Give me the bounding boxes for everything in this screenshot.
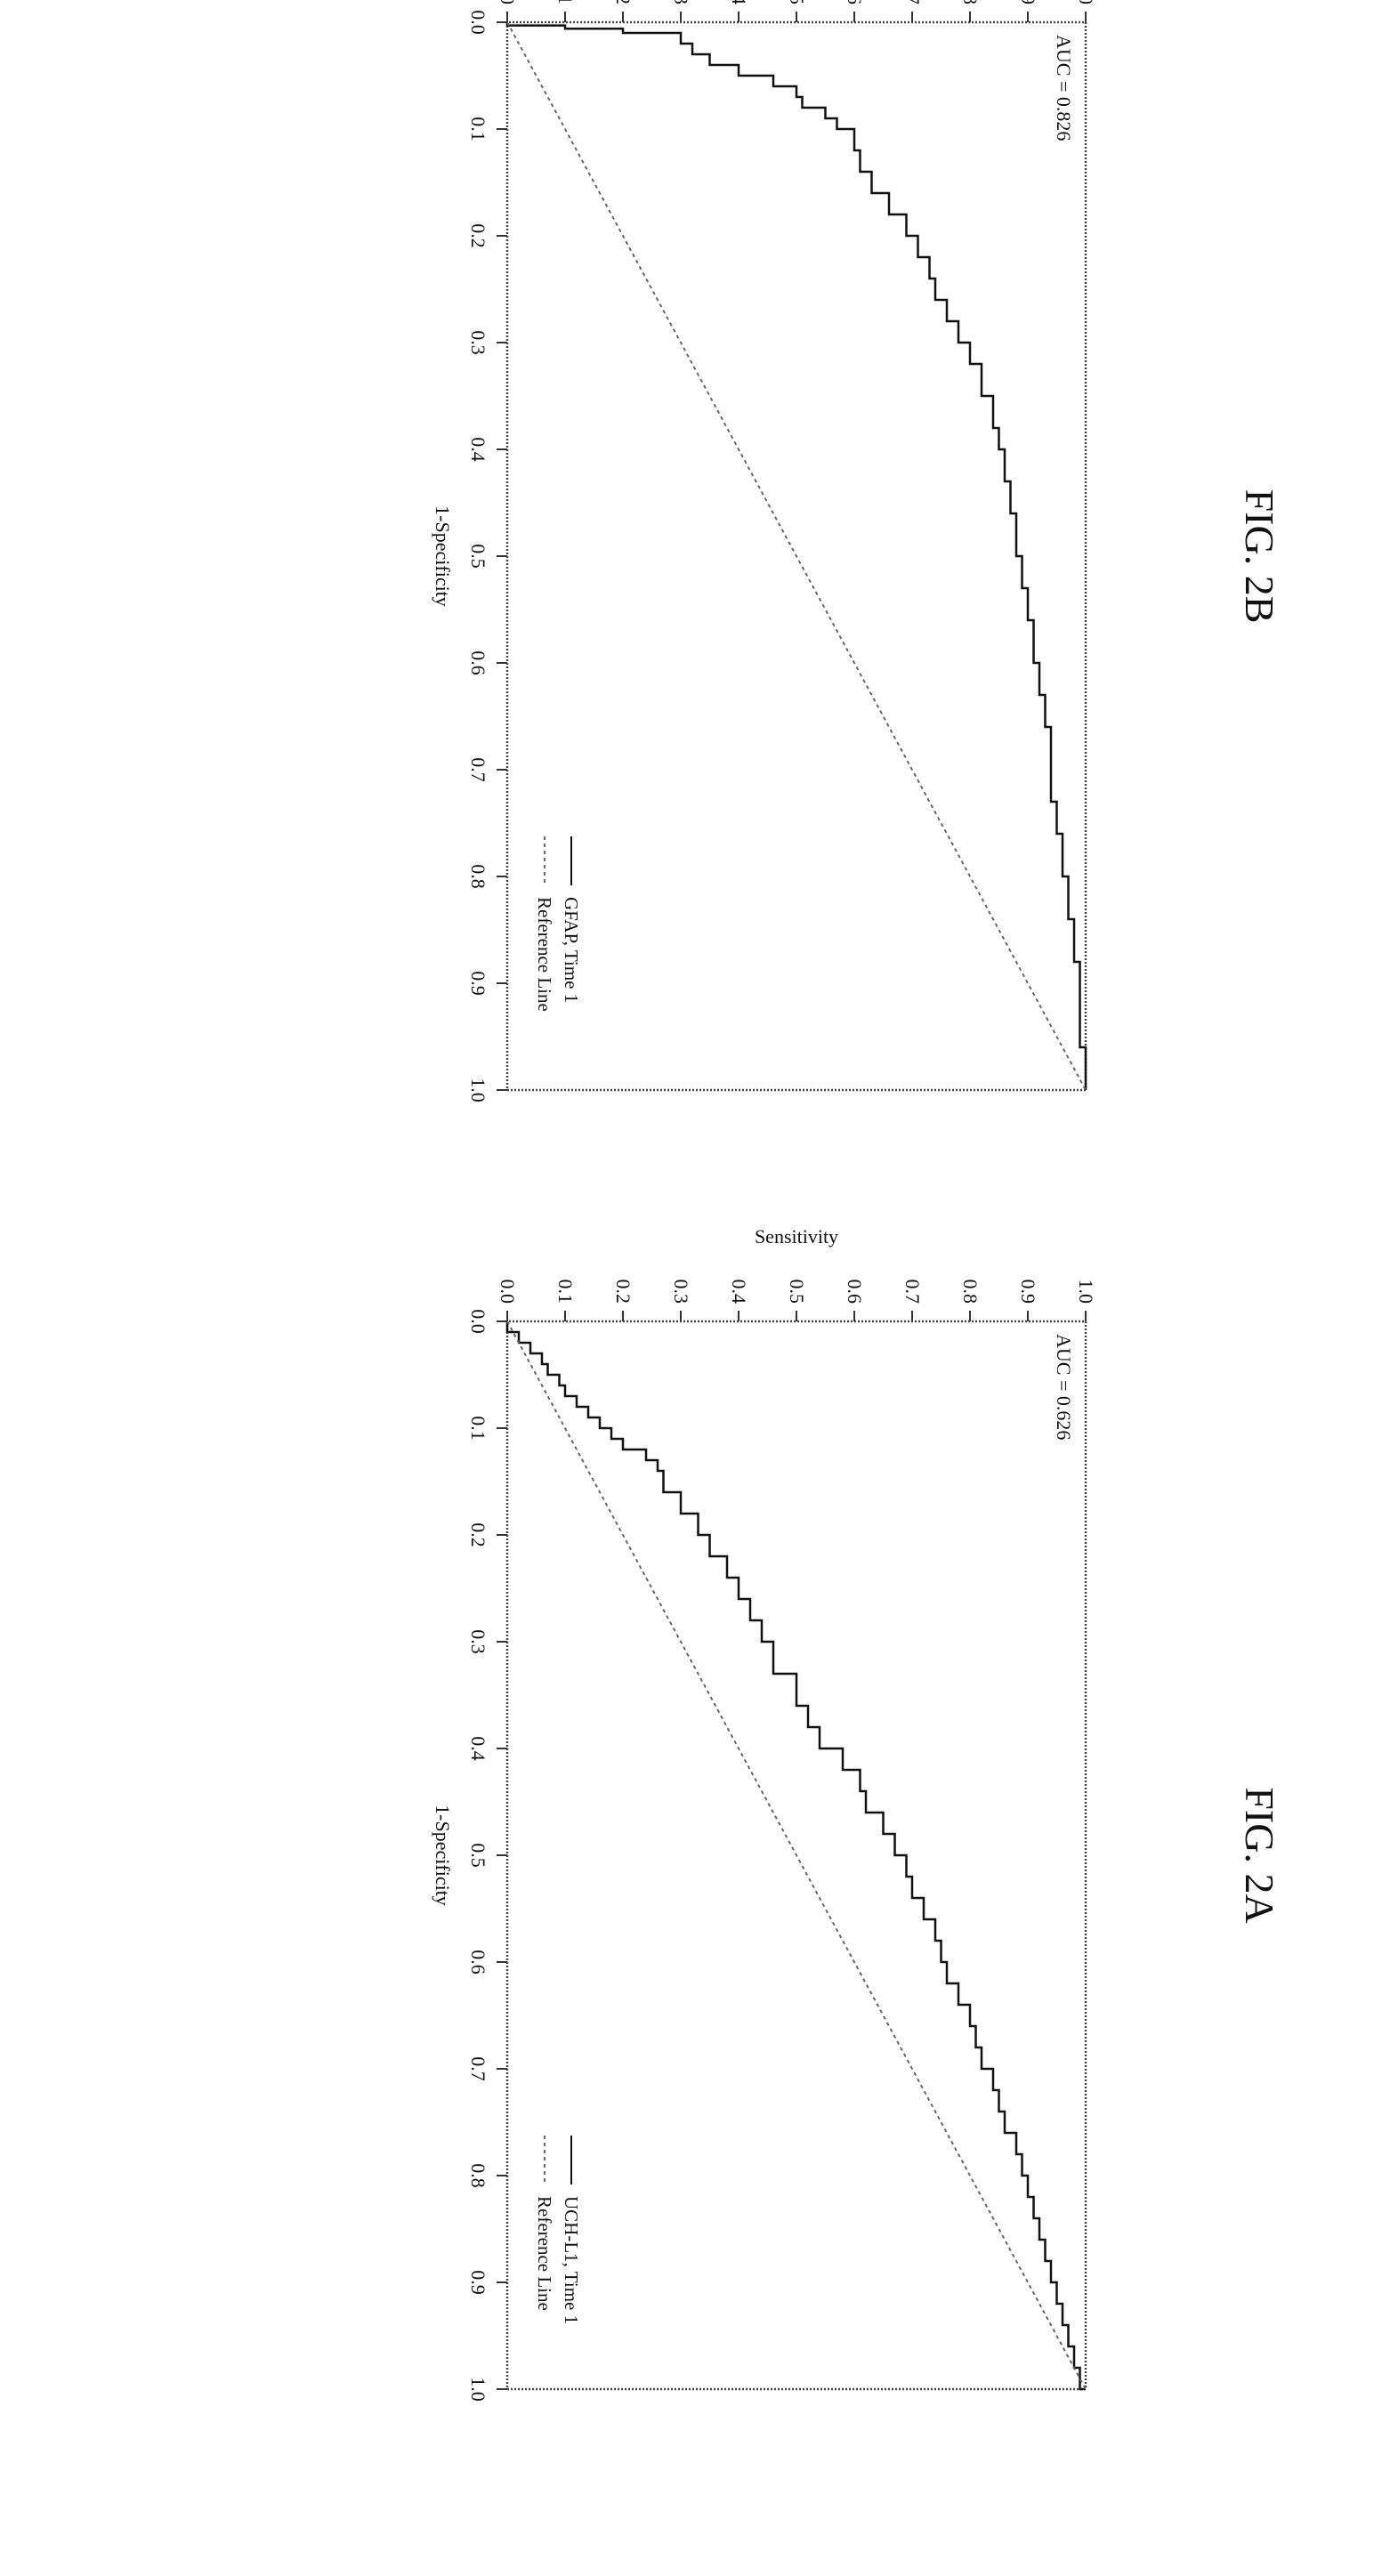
y-tick-label: 0.3 (670, 1280, 692, 1304)
y-tick-label: 0.9 (1017, 1280, 1039, 1304)
y-tick-label: 0.1 (554, 1280, 577, 1304)
chart-panel-b: 0.0 0.1 0.2 0.3 0.4 0.5 0.6 0.7 0.8 0.9 1.0 0.0 0.1 0… (432, 0, 1282, 1102)
series-line-0 (505, 1321, 1086, 2391)
series-line-0 (505, 22, 1087, 1090)
x-tick-label: 0.1 (467, 117, 489, 141)
auc-annotation: AUC = 0.626 (1053, 1334, 1075, 1440)
x-tick-label: 0.1 (467, 1416, 489, 1441)
y-tick-label: 0.4 (728, 0, 750, 4)
y-tick-label: 0.6 (844, 1280, 866, 1304)
y-tick-label: 0.5 (786, 1280, 808, 1304)
series-line-1 (506, 1320, 1087, 2390)
x-tick-label: 0.6 (467, 650, 489, 675)
y-tick-label: 0.2 (612, 0, 634, 4)
x-tick-label: 0.0 (467, 1309, 489, 1334)
x-tick-label: 0.8 (467, 2163, 489, 2188)
y-tick-label: 0.2 (612, 1280, 634, 1304)
x-tick-label: 0.6 (467, 1950, 489, 1974)
x-tick-label: 0.9 (467, 2270, 489, 2295)
legend-label: GFAP, Time 1 (561, 897, 582, 1003)
legend-label: Reference Line (534, 897, 555, 1012)
x-tick-label: 0.2 (467, 223, 489, 248)
y-tick-label: 0.9 (1017, 0, 1039, 4)
figure-label: FIG. 2A (1237, 1787, 1282, 1923)
series-line-1 (506, 21, 1087, 1091)
x-tick-label: 0.5 (467, 544, 489, 569)
y-tick-label: 0.7 (901, 0, 924, 4)
x-axis-label: 1-Specificity (432, 505, 454, 607)
y-tick-label: 0.6 (844, 0, 866, 4)
x-tick-label: 0.3 (467, 330, 489, 355)
x-tick-label: 1.0 (467, 1078, 489, 1102)
x-tick-label: 1.0 (467, 2377, 489, 2402)
y-tick-label: 0.0 (497, 1280, 519, 1304)
auc-annotation: AUC = 0.826 (1053, 35, 1075, 141)
x-tick-label: 0.5 (467, 1843, 489, 1868)
y-tick-label: 0.3 (670, 0, 692, 4)
x-axis-label: 1-Specificity (432, 1805, 454, 1906)
y-tick-label: 0.1 (554, 0, 577, 4)
y-tick-label: 0.8 (959, 1280, 982, 1304)
x-tick-label: 0.3 (467, 1629, 489, 1654)
y-axis-label: Sensitivity (755, 1225, 838, 1248)
x-tick-label: 0.4 (467, 437, 489, 462)
x-tick-label: 0.7 (467, 757, 489, 782)
legend-label: UCH-L1, Time 1 (561, 2196, 582, 2324)
y-tick-label: 1.0 (1075, 1280, 1097, 1304)
y-tick-label: 1.0 (1075, 0, 1097, 4)
y-tick-label: 0.7 (901, 1280, 924, 1304)
legend-label: Reference Line (534, 2196, 555, 2311)
y-tick-label: 0.0 (497, 0, 519, 4)
y-tick-label: 0.4 (728, 1280, 750, 1304)
x-tick-label: 0.0 (467, 10, 489, 35)
x-tick-label: 0.4 (467, 1736, 489, 1761)
x-tick-label: 0.2 (467, 1522, 489, 1547)
x-tick-label: 0.9 (467, 971, 489, 996)
x-tick-label: 0.7 (467, 2056, 489, 2081)
figure-label: FIG. 2B (1237, 489, 1282, 624)
y-tick-label: 0.8 (959, 0, 982, 4)
y-tick-label: 0.5 (786, 0, 808, 4)
x-tick-label: 0.8 (467, 864, 489, 889)
chart-panel-a: 0.0 0.1 0.2 0.3 0.4 0.5 0.6 0.7 0.8 0.9 1.0 0.0 0.1 0… (432, 1225, 1282, 2402)
